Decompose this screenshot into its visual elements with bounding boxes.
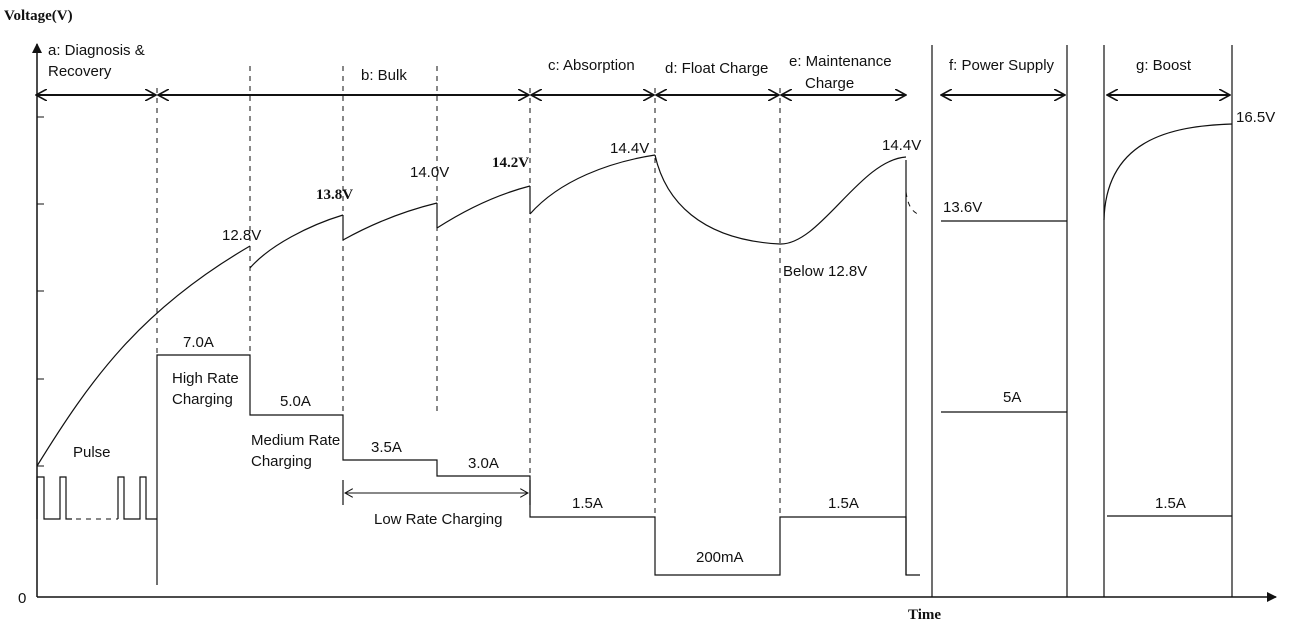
voltage-label-12-8: 12.8V [222, 227, 261, 244]
stage-dividers [156, 45, 1233, 597]
high-rate-label-2: Charging [172, 391, 233, 408]
y-axis-label: Voltage(V) [4, 8, 73, 24]
stage-g-label: g: Boost [1136, 57, 1192, 74]
stage-c-label: c: Absorption [548, 57, 635, 74]
medium-rate-label: Medium Rate [251, 432, 340, 449]
current-profile [36, 160, 1232, 585]
voltage-label-13-8: 13.8V [316, 187, 353, 203]
stage-b-label: b: Bulk [361, 67, 407, 84]
current-label-7-0: 7.0A [183, 334, 214, 351]
current-label-5-0: 5.0A [280, 393, 311, 410]
current-label-1-5-maintenance: 1.5A [828, 495, 859, 512]
low-rate-label: Low Rate Charging [374, 511, 502, 528]
current-label-5a: 5A [1003, 389, 1021, 406]
bulk-step-dividers [249, 66, 438, 415]
current-label-3-5: 3.5A [371, 439, 402, 456]
stage-a-label: a: Diagnosis & [48, 42, 145, 59]
stage-d-label: d: Float Charge [665, 60, 768, 77]
high-rate-label: High Rate [172, 370, 239, 387]
stage-e-label: e: Maintenance [789, 53, 892, 70]
voltage-label-16-5: 16.5V [1236, 109, 1275, 126]
voltage-label-14-4-maintenance: 14.4V [882, 137, 921, 154]
stage-e-label-2: Charge [805, 75, 854, 92]
voltage-label-14-2: 14.2V [492, 155, 529, 171]
origin-label: 0 [18, 590, 26, 607]
pulse-label: Pulse [73, 444, 111, 461]
current-label-200ma: 200mA [696, 549, 744, 566]
voltage-label-below-12-8: Below 12.8V [783, 263, 867, 280]
x-axis-label: Time [908, 607, 941, 623]
current-label-1-5-boost: 1.5A [1155, 495, 1186, 512]
voltage-curve [36, 123, 1233, 467]
current-label-3-0: 3.0A [468, 455, 499, 472]
voltage-label-14-0: 14.0V [410, 164, 449, 181]
stage-a-label-2: Recovery [48, 63, 112, 80]
y-axis-ticks [37, 116, 44, 467]
current-label-1-5-absorption: 1.5A [572, 495, 603, 512]
voltage-label-13-6: 13.6V [943, 199, 982, 216]
voltage-label-14-4-absorption: 14.4V [610, 140, 649, 157]
stage-f-label: f: Power Supply [949, 57, 1055, 74]
medium-rate-label-2: Charging [251, 453, 312, 470]
